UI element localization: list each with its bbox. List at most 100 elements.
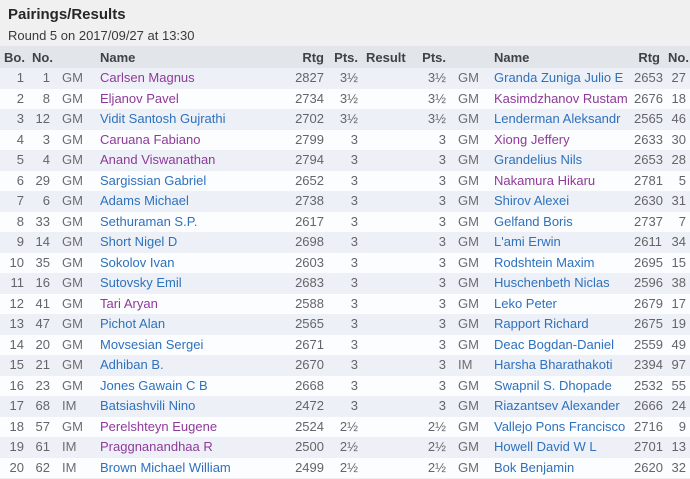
pairing-row: 3 12 GM Vidit Santosh Gujrathi 2702 3½ 3½ GM Len… xyxy=(0,109,690,130)
cell-board-number: 18 xyxy=(9,418,24,434)
cell-white-name[interactable]: Jones Gawain C B xyxy=(100,377,208,393)
cell-result xyxy=(362,335,408,356)
cell-black-points: 3½ xyxy=(427,111,446,126)
cell-white-name[interactable]: Praggnanandhaa R xyxy=(100,439,213,454)
cell-board-number: 17 xyxy=(9,398,24,413)
cell-result xyxy=(362,212,408,233)
cell-black-points: 3 xyxy=(438,213,446,229)
cell-result xyxy=(362,150,408,171)
cell-black-rating: 2737 xyxy=(634,213,663,229)
cell-black-title: GM xyxy=(458,377,479,393)
cell-black-name[interactable]: Riazantsev Alexander xyxy=(494,398,620,413)
page-title: Pairings/Results xyxy=(8,6,126,23)
cell-black-title: GM xyxy=(458,336,479,352)
cell-white-name[interactable]: Eljanov Pavel xyxy=(100,90,179,106)
cell-white-name[interactable]: Sutovsky Emil xyxy=(100,275,182,290)
cell-black-name[interactable]: Nakamura Hikaru xyxy=(494,172,596,188)
cell-white-name[interactable]: Short Nigel D xyxy=(100,234,178,249)
cell-white-name[interactable]: Sethuraman S.P. xyxy=(100,213,198,229)
cell-white-name[interactable]: Tari Aryan xyxy=(100,295,158,311)
pairing-row: 4 3 GM Caruana Fabiano 2799 3 3 GM Xiong Jeffery… xyxy=(0,129,690,150)
cell-white-name[interactable]: Pichot Alan xyxy=(100,316,166,331)
cell-white-start-no: 62 xyxy=(35,459,50,475)
cell-white-title: GM xyxy=(62,377,83,393)
cell-black-start-no: 31 xyxy=(671,193,686,208)
cell-black-points: 3 xyxy=(438,398,446,413)
cell-black-start-no: 17 xyxy=(671,295,686,311)
pairing-row: 12 41 GM Tari Aryan 2588 3 3 GM Leko Peter 2679 17 xyxy=(0,293,690,315)
cell-black-name[interactable]: L'ami Erwin xyxy=(494,234,561,249)
cell-black-rating: 2679 xyxy=(634,295,663,311)
cell-white-name[interactable]: Vidit Santosh Gujrathi xyxy=(100,111,226,126)
cell-white-name[interactable]: Movsesian Sergei xyxy=(100,336,204,352)
cell-white-name[interactable]: Sargissian Gabriel xyxy=(100,172,207,188)
cell-white-points: 3 xyxy=(350,152,358,167)
cell-white-start-no: 57 xyxy=(35,418,50,434)
cell-white-title: GM xyxy=(62,418,83,434)
cell-black-name[interactable]: Lenderman Aleksandr xyxy=(494,111,621,126)
cell-white-start-no: 29 xyxy=(35,172,50,188)
cell-black-rating: 2559 xyxy=(634,336,663,352)
cell-white-title: GM xyxy=(62,152,83,167)
cell-white-start-no: 14 xyxy=(35,234,50,249)
cell-result xyxy=(362,273,408,294)
cell-black-rating: 2611 xyxy=(634,234,662,249)
cell-black-name[interactable]: Rapport Richard xyxy=(494,316,589,331)
cell-white-name[interactable]: Caruana Fabiano xyxy=(100,131,201,147)
cell-white-name[interactable]: Adhiban B. xyxy=(100,357,164,372)
cell-white-name[interactable]: Adams Michael xyxy=(100,193,189,208)
cell-black-rating: 2653 xyxy=(634,70,663,85)
cell-white-points: 3 xyxy=(350,377,358,393)
pairing-row: 10 35 GM Sokolov Ivan 2603 3 3 GM Rodshtein Maxi… xyxy=(0,252,690,273)
cell-result xyxy=(362,294,408,315)
cell-black-name[interactable]: Vallejo Pons Francisco xyxy=(494,418,626,434)
cell-black-rating: 2394 xyxy=(634,357,663,372)
cell-white-title: GM xyxy=(62,336,83,352)
cell-white-rating: 2702 xyxy=(295,111,324,126)
cell-black-name[interactable]: Shirov Alexei xyxy=(494,193,570,208)
cell-result xyxy=(362,396,408,417)
cell-white-name[interactable]: Brown Michael William xyxy=(100,459,231,475)
cell-black-name[interactable]: Grandelius Nils xyxy=(494,152,583,167)
cell-result xyxy=(362,355,408,376)
cell-black-name[interactable]: Swapnil S. Dhopade xyxy=(494,377,612,393)
cell-black-start-no: 9 xyxy=(678,418,686,434)
cell-black-name[interactable]: Harsha Bharathakoti xyxy=(494,357,613,372)
cell-black-name[interactable]: Leko Peter xyxy=(494,295,557,311)
cell-white-name[interactable]: Sokolov Ivan xyxy=(100,254,175,270)
cell-white-title: GM xyxy=(62,254,83,270)
cell-black-points: 3½ xyxy=(427,90,446,106)
cell-white-name[interactable]: Batsiashvili Nino xyxy=(100,398,196,413)
cell-board-number: 2 xyxy=(16,90,24,106)
cell-black-name[interactable]: Xiong Jeffery xyxy=(494,131,570,147)
cell-black-title: IM xyxy=(458,357,473,372)
cell-black-title: GM xyxy=(458,316,479,331)
cell-black-title: GM xyxy=(458,254,479,270)
cell-white-points: 3 xyxy=(350,357,358,372)
header-black-rating: Rtg xyxy=(638,49,660,65)
header-white-start-no: No. xyxy=(32,49,53,65)
cell-white-points: 3½ xyxy=(339,90,358,106)
cell-board-number: 9 xyxy=(16,234,24,249)
cell-result xyxy=(362,89,408,110)
cell-black-name[interactable]: Bok Benjamin xyxy=(494,459,575,475)
cell-white-name[interactable]: Anand Viswanathan xyxy=(100,152,216,167)
cell-white-rating: 2668 xyxy=(295,377,324,393)
cell-black-rating: 2695 xyxy=(634,254,663,270)
cell-black-name[interactable]: Deac Bogdan-Daniel xyxy=(494,336,614,352)
cell-black-name[interactable]: Kasimdzhanov Rustam xyxy=(494,90,628,106)
cell-white-rating: 2652 xyxy=(295,172,324,188)
cell-white-name[interactable]: Carlsen Magnus xyxy=(100,70,195,85)
cell-black-name[interactable]: Rodshtein Maxim xyxy=(494,254,595,270)
cell-black-points: 3½ xyxy=(427,70,446,85)
cell-black-name[interactable]: Granda Zuniga Julio E xyxy=(494,70,624,85)
cell-black-name[interactable]: Huschenbeth Niclas xyxy=(494,275,610,290)
cell-black-points: 3 xyxy=(438,152,446,167)
cell-black-rating: 2781 xyxy=(634,172,663,188)
cell-black-name[interactable]: Howell David W L xyxy=(494,439,597,454)
cell-black-title: GM xyxy=(458,418,479,434)
cell-black-name[interactable]: Gelfand Boris xyxy=(494,213,573,229)
cell-board-number: 20 xyxy=(9,459,24,475)
cell-white-title: IM xyxy=(62,459,77,475)
cell-white-name[interactable]: Perelshteyn Eugene xyxy=(100,418,218,434)
